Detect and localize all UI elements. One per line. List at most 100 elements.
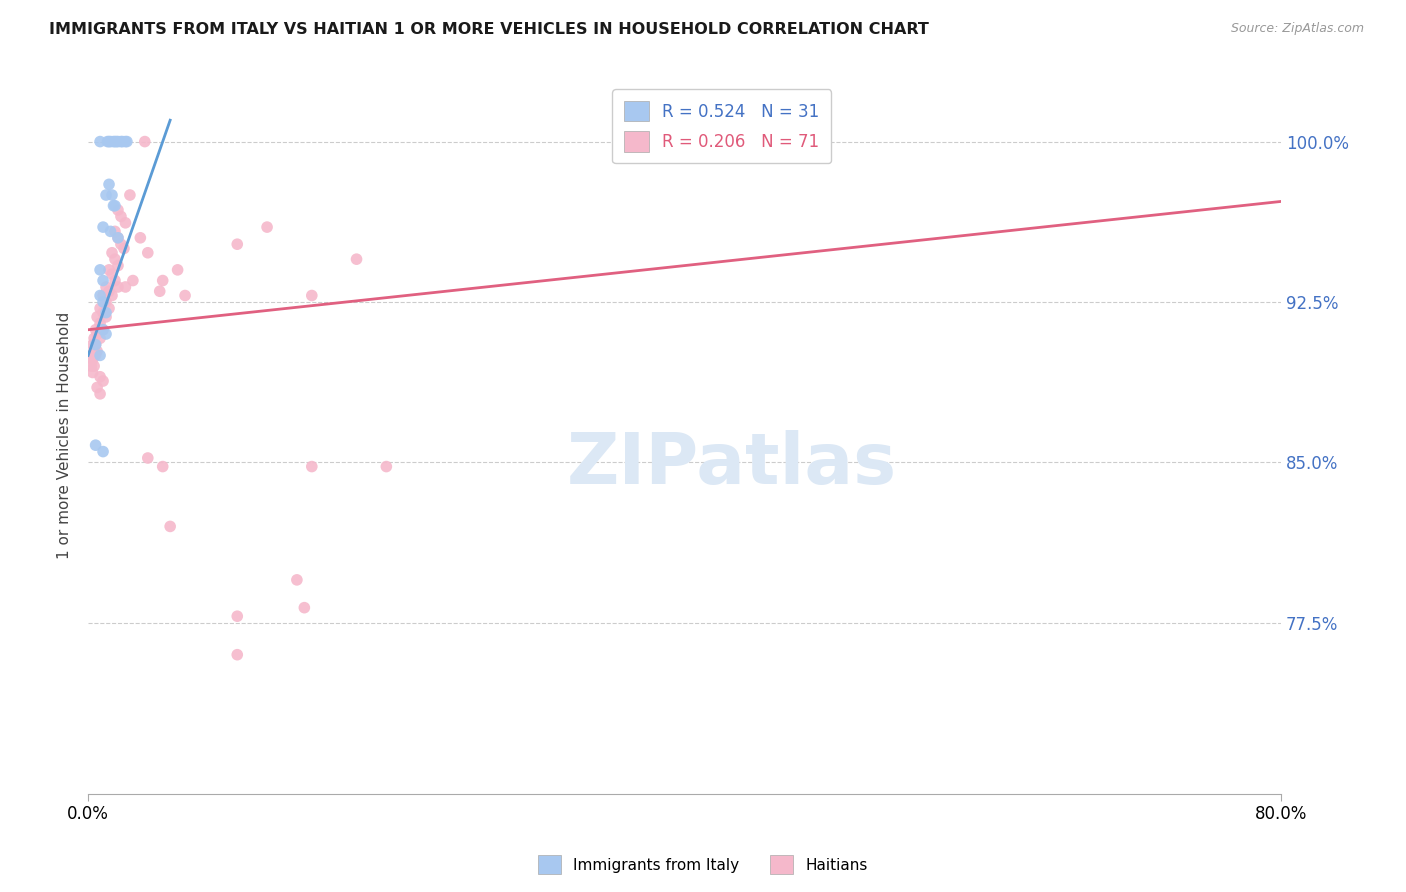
Point bbox=[101, 267, 124, 281]
Legend: Immigrants from Italy, Haitians: Immigrants from Italy, Haitians bbox=[533, 849, 873, 880]
Point bbox=[375, 459, 398, 474]
Point bbox=[89, 135, 111, 149]
Point bbox=[83, 359, 105, 373]
Point bbox=[80, 359, 103, 373]
Y-axis label: 1 or more Vehicles in Household: 1 or more Vehicles in Household bbox=[58, 312, 72, 559]
Point bbox=[94, 310, 117, 324]
Point bbox=[91, 323, 114, 337]
Point bbox=[100, 224, 122, 238]
Point bbox=[107, 280, 129, 294]
Point bbox=[103, 135, 125, 149]
Point bbox=[94, 188, 117, 202]
Point bbox=[98, 178, 121, 192]
Point bbox=[94, 280, 117, 294]
Point bbox=[98, 263, 121, 277]
Point bbox=[129, 231, 152, 245]
Point bbox=[80, 348, 103, 362]
Point bbox=[89, 263, 111, 277]
Point bbox=[112, 242, 135, 256]
Point bbox=[89, 301, 111, 316]
Point bbox=[101, 188, 124, 202]
Point bbox=[98, 135, 121, 149]
Point bbox=[114, 135, 136, 149]
Point bbox=[89, 288, 111, 302]
Text: ZIPatlas: ZIPatlas bbox=[567, 430, 897, 499]
Point bbox=[101, 245, 124, 260]
Point bbox=[84, 337, 107, 351]
Point bbox=[105, 135, 128, 149]
Point bbox=[82, 337, 104, 351]
Point bbox=[122, 274, 145, 288]
Point bbox=[91, 323, 114, 337]
Point bbox=[226, 609, 249, 624]
Point bbox=[91, 288, 114, 302]
Point bbox=[115, 135, 138, 149]
Text: IMMIGRANTS FROM ITALY VS HAITIAN 1 OR MORE VEHICLES IN HOUSEHOLD CORRELATION CHA: IMMIGRANTS FROM ITALY VS HAITIAN 1 OR MO… bbox=[49, 22, 929, 37]
Point bbox=[91, 444, 114, 458]
Point bbox=[84, 337, 107, 351]
Point bbox=[114, 280, 136, 294]
Point bbox=[152, 459, 174, 474]
Point bbox=[83, 344, 105, 359]
Point bbox=[134, 135, 156, 149]
Point bbox=[152, 274, 174, 288]
Point bbox=[103, 199, 125, 213]
Point bbox=[86, 310, 108, 324]
Point bbox=[292, 600, 315, 615]
Point bbox=[285, 573, 308, 587]
Point bbox=[226, 237, 249, 252]
Point bbox=[89, 316, 111, 330]
Point bbox=[91, 294, 114, 309]
Point bbox=[91, 374, 114, 388]
Point bbox=[100, 135, 122, 149]
Point bbox=[83, 331, 105, 345]
Point bbox=[98, 301, 121, 316]
Point bbox=[107, 259, 129, 273]
Point bbox=[159, 519, 181, 533]
Point bbox=[110, 135, 132, 149]
Point bbox=[84, 438, 107, 452]
Point bbox=[118, 188, 141, 202]
Text: Source: ZipAtlas.com: Source: ZipAtlas.com bbox=[1230, 22, 1364, 36]
Point bbox=[89, 348, 111, 362]
Point bbox=[104, 274, 127, 288]
Point bbox=[104, 252, 127, 267]
Point bbox=[94, 305, 117, 319]
Point bbox=[84, 348, 107, 362]
Point bbox=[166, 263, 188, 277]
Legend: R = 0.524   N = 31, R = 0.206   N = 71: R = 0.524 N = 31, R = 0.206 N = 71 bbox=[613, 89, 831, 163]
Point bbox=[91, 274, 114, 288]
Point bbox=[256, 220, 278, 235]
Point bbox=[89, 369, 111, 384]
Point bbox=[226, 648, 249, 662]
Point bbox=[111, 135, 134, 149]
Point bbox=[101, 288, 124, 302]
Point bbox=[346, 252, 368, 267]
Point bbox=[86, 326, 108, 341]
Point bbox=[91, 220, 114, 235]
Point bbox=[136, 245, 159, 260]
Point bbox=[104, 224, 127, 238]
Point bbox=[84, 323, 107, 337]
Point bbox=[110, 237, 132, 252]
Point bbox=[114, 216, 136, 230]
Point bbox=[86, 344, 108, 359]
Point bbox=[82, 352, 104, 367]
Point bbox=[89, 331, 111, 345]
Point bbox=[89, 387, 111, 401]
Point bbox=[107, 231, 129, 245]
Point bbox=[136, 450, 159, 465]
Point bbox=[107, 202, 129, 217]
Point bbox=[94, 326, 117, 341]
Point bbox=[107, 231, 129, 245]
Point bbox=[96, 135, 118, 149]
Point bbox=[104, 135, 127, 149]
Point bbox=[301, 288, 323, 302]
Point bbox=[149, 285, 172, 299]
Point bbox=[174, 288, 197, 302]
Point bbox=[86, 380, 108, 394]
Point bbox=[94, 294, 117, 309]
Point bbox=[107, 135, 129, 149]
Point bbox=[98, 285, 121, 299]
Point bbox=[301, 459, 323, 474]
